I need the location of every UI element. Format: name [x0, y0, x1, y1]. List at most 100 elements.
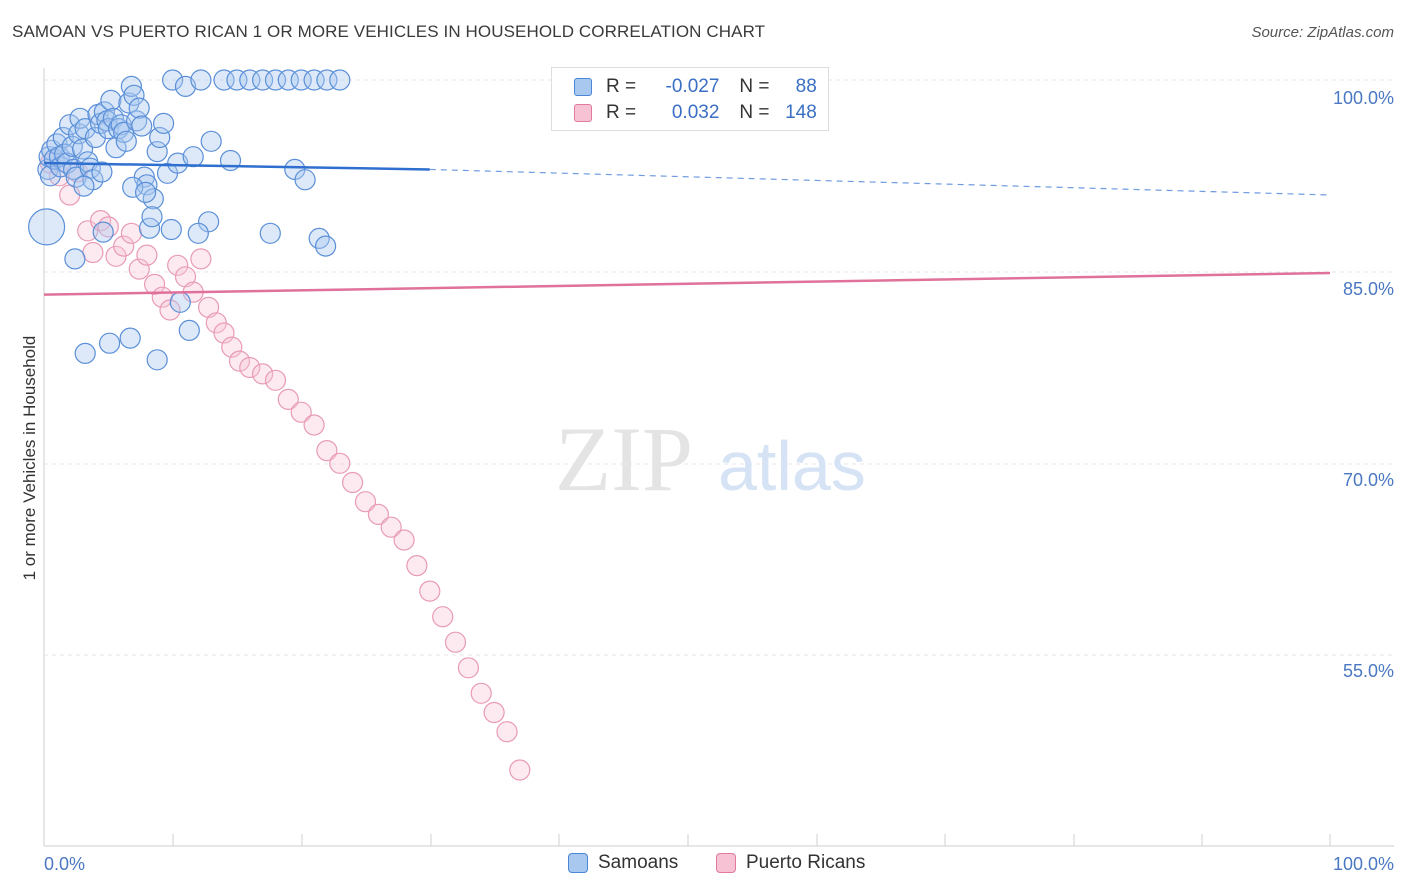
puerto-ricans-point-33: [342, 471, 364, 494]
samoans-point-78: [98, 332, 121, 354]
legend-row-samoans: R = -0.027 N = 88: [574, 74, 817, 100]
samoans-point-64: [277, 69, 299, 91]
puerto-ricans-point-44: [483, 701, 505, 724]
samoans-point-82: [259, 222, 281, 244]
samoans-swatch: [574, 78, 592, 96]
puerto-ricans-point-20: [198, 296, 220, 318]
samoans-point-79: [119, 327, 141, 349]
puerto-ricans-point-43: [470, 682, 492, 704]
puerto-ricans-point-42: [457, 657, 479, 679]
puerto-ricans-swatch: [574, 104, 592, 122]
puerto-ricans-point-31: [316, 440, 338, 462]
samoans-point-75: [64, 248, 86, 270]
samoans-point-41: [128, 97, 150, 119]
samoans-point-77: [178, 319, 200, 341]
samoans-point-0: [27, 208, 66, 246]
puerto-ricans-point-24: [228, 350, 251, 372]
puerto-ricans-trend: [43, 271, 1331, 296]
samoans-point-38: [120, 75, 142, 98]
samoans-point-48: [149, 126, 171, 149]
samoans-point-73: [141, 206, 163, 228]
samoans-point-55: [190, 69, 212, 91]
puerto-ricans-point-16: [167, 254, 189, 276]
puerto-ricans-point-40: [432, 606, 454, 628]
puerto-ricans-point-30: [303, 414, 325, 436]
puerto-ricans-point-46: [509, 759, 531, 781]
puerto-ricans-point-45: [496, 721, 518, 743]
bottom-legend-puerto-ricans: Puerto Ricans: [716, 852, 865, 874]
samoans-point-57: [200, 130, 222, 152]
samoans-point-84: [294, 169, 316, 191]
puerto-ricans-point-41: [444, 631, 467, 653]
stats-legend: R = -0.027 N = 88 R = 0.032 N = 148: [551, 67, 829, 131]
watermark-atlas: atlas: [718, 427, 866, 505]
samoans-point-58: [213, 69, 235, 91]
y-tick-100: 100.0%: [1333, 88, 1394, 108]
samoans-point-39: [123, 84, 145, 106]
puerto-ricans-point-19: [190, 248, 212, 270]
legend-row-puerto-ricans: R = 0.032 N = 148: [574, 100, 817, 126]
puerto-ricans-point-29: [290, 401, 312, 423]
puerto-ricans-point-36: [380, 516, 402, 538]
puerto-ricans-point-5: [82, 241, 104, 264]
series-puerto-ricans: [39, 152, 531, 781]
samoans-point-51: [162, 69, 184, 91]
puerto-ricans-point-17: [174, 266, 197, 288]
puerto-ricans-point-23: [221, 336, 243, 358]
samoans-point-87: [187, 222, 209, 244]
watermark-zip: ZIP: [555, 408, 693, 510]
puerto-ricans-point-26: [252, 363, 274, 385]
puerto-ricans-n-label: N =: [739, 102, 770, 123]
y-tick-85: 85.0%: [1343, 279, 1394, 299]
samoans-point-72: [135, 181, 157, 203]
trend-lines: [43, 161, 1331, 296]
samoans-point-42: [131, 115, 153, 137]
bottom-samoans-label: Samoans: [598, 852, 679, 873]
samoans-point-36: [115, 130, 137, 152]
puerto-ricans-point-27: [264, 369, 287, 391]
samoans-point-62: [252, 69, 274, 91]
bottom-puerto-ricans-swatch: [716, 853, 736, 873]
samoans-point-81: [146, 349, 168, 371]
bottom-samoans-swatch: [568, 853, 588, 873]
y-tick-70: 70.0%: [1343, 470, 1394, 490]
samoans-point-60: [226, 69, 248, 91]
samoans-point-23: [84, 126, 107, 149]
samoans-point-80: [74, 342, 96, 364]
puerto-ricans-point-39: [419, 580, 441, 602]
samoans-point-8: [50, 156, 72, 178]
puerto-ricans-point-13: [144, 273, 166, 295]
samoans-point-54: [182, 146, 204, 168]
samoans-point-61: [239, 69, 261, 91]
bottom-puerto-ricans-label: Puerto Ricans: [746, 852, 866, 873]
puerto-ricans-point-25: [239, 356, 261, 379]
samoans-point-63: [264, 69, 287, 91]
samoans-point-68: [329, 69, 351, 91]
samoans-point-66: [303, 69, 325, 91]
samoans-point-49: [153, 112, 175, 135]
y-tick-55: 55.0%: [1343, 661, 1394, 681]
puerto-ricans-point-28: [277, 388, 299, 410]
puerto-ricans-point-12: [136, 244, 158, 266]
samoans-point-26: [91, 161, 113, 183]
puerto-ricans-point-10: [120, 222, 142, 244]
samoans-trend-solid: [43, 161, 430, 171]
puerto-ricans-point-37: [393, 529, 415, 551]
samoans-n-label: N =: [739, 76, 770, 97]
puerto-ricans-r-label: R =: [606, 102, 637, 123]
puerto-ricans-r-value: 0.032: [671, 102, 720, 123]
samoans-point-74: [160, 218, 182, 241]
bottom-legend-samoans: Samoans: [568, 852, 678, 874]
x-tick-0: 0.0%: [44, 854, 85, 874]
samoans-point-70: [92, 221, 114, 243]
samoans-point-17: [69, 107, 91, 129]
chart-title: SAMOAN VS PUERTO RICAN 1 OR MORE VEHICLE…: [12, 22, 766, 41]
samoans-point-67: [316, 69, 338, 91]
puerto-ricans-point-34: [354, 491, 377, 513]
puerto-ricans-point-9: [113, 235, 135, 257]
samoans-r-label: R =: [606, 76, 637, 97]
samoans-point-65: [290, 69, 312, 91]
samoans-point-76: [169, 291, 191, 313]
series-samoans: [27, 69, 351, 371]
